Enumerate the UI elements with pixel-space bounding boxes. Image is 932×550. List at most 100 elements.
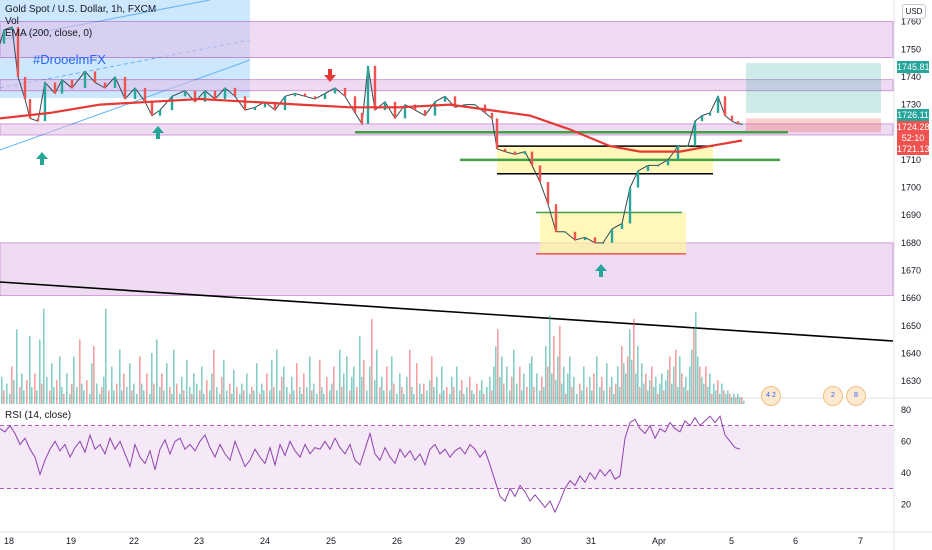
candle — [601, 242, 605, 244]
volume-bar — [241, 383, 243, 404]
volume-bar — [41, 383, 43, 404]
volume-bar — [221, 376, 223, 404]
volume-bar — [655, 376, 657, 404]
event-flag-1[interactable]: 4 2 — [761, 386, 781, 406]
ema-200-line — [0, 97, 743, 153]
candle — [503, 148, 507, 152]
volume-bar — [651, 366, 653, 404]
volume-bar — [226, 390, 228, 404]
candle — [676, 146, 680, 160]
volume-bar — [669, 356, 671, 404]
volume-bar — [659, 383, 661, 404]
volume-bar — [727, 390, 729, 404]
candle — [10, 27, 14, 30]
candle — [393, 101, 397, 119]
arrow-up-icon — [152, 126, 164, 139]
x-tick-label: 26 — [392, 536, 402, 546]
y-tick-label: 1630 — [901, 376, 921, 386]
volume-bar — [557, 356, 559, 404]
volume-bar — [129, 363, 131, 404]
arrow-down-icon — [324, 69, 336, 82]
volume-bar — [151, 353, 153, 404]
event-flag-3[interactable]: 8 — [846, 386, 866, 406]
volume-bar — [171, 393, 173, 404]
volume-bar — [66, 373, 68, 404]
volume-bar — [189, 387, 191, 404]
volume-bar — [263, 390, 265, 404]
candle — [700, 115, 704, 122]
volume-bar — [685, 376, 687, 404]
volume-bar — [281, 376, 283, 404]
volume-bar — [473, 393, 475, 404]
volume-bar — [476, 383, 478, 404]
currency-badge[interactable]: USD — [902, 4, 926, 19]
volume-legend[interactable]: Vol — [5, 16, 19, 27]
volume-bar — [589, 376, 591, 404]
rsi-tick-label: 80 — [901, 405, 911, 415]
volume-bar — [509, 390, 511, 404]
volume-bar — [313, 383, 315, 404]
volume-bar — [133, 383, 135, 404]
rsi-legend[interactable]: RSI (14, close) — [5, 410, 72, 421]
x-tick-label: 25 — [326, 536, 336, 546]
volume-bar — [179, 393, 181, 404]
volume-bar — [529, 363, 531, 404]
volume-bar — [283, 366, 285, 404]
volume-bar — [341, 387, 343, 404]
volume-bar — [471, 390, 473, 404]
volume-bar — [301, 393, 303, 404]
descending-trendline — [0, 281, 894, 342]
candle — [133, 87, 137, 100]
candle — [233, 87, 237, 97]
volume-bar — [206, 380, 208, 404]
price-tag-last: 1726.11 — [897, 109, 929, 121]
volume-bar — [707, 387, 709, 404]
volume-bar — [21, 373, 23, 404]
volume-bar — [579, 383, 581, 404]
x-tick-label: 29 — [455, 536, 465, 546]
y-tick-label: 1640 — [901, 349, 921, 359]
volume-bar — [161, 373, 163, 404]
volume-bar — [351, 376, 353, 404]
volume-bar — [489, 376, 491, 404]
volume-bar — [713, 383, 715, 404]
volume-bar — [251, 387, 253, 404]
volume-bar — [643, 383, 645, 404]
volume-bar — [443, 390, 445, 404]
rsi-tick-label: 20 — [901, 499, 911, 509]
volume-bar — [715, 390, 717, 404]
candle — [636, 170, 640, 188]
volume-bar — [123, 373, 125, 404]
volume-bar — [687, 390, 689, 404]
rsi-band — [0, 425, 893, 489]
ema-legend[interactable]: EMA (200, close, 0) — [5, 28, 93, 39]
volume-bar — [253, 390, 255, 404]
volume-bar — [501, 356, 503, 404]
candle — [443, 96, 447, 102]
volume-bar — [547, 366, 549, 404]
volume-bar — [63, 393, 65, 404]
candle — [723, 96, 727, 116]
candle — [113, 76, 117, 88]
rsi-line — [0, 415, 741, 514]
volume-bar — [391, 356, 393, 404]
candle — [263, 101, 267, 108]
chart-title: Gold Spot / U.S. Dollar, 1h, FXCM — [5, 4, 157, 15]
volume-bar — [293, 390, 295, 404]
volume-bar — [374, 380, 376, 404]
price-tag-close: 1724.28 — [897, 121, 930, 133]
stop-zone — [746, 118, 881, 133]
x-tick-label: 22 — [129, 536, 139, 546]
candle — [546, 182, 550, 205]
volume-bar — [126, 387, 128, 404]
volume-bar — [693, 329, 695, 404]
volume-bar — [436, 376, 438, 404]
event-flag-2[interactable]: 2 — [823, 386, 843, 406]
y-tick-label: 1740 — [901, 72, 921, 82]
volume-bar — [16, 329, 18, 404]
volume-bar — [259, 393, 261, 404]
candle — [103, 82, 107, 88]
volume-bar — [99, 393, 101, 404]
